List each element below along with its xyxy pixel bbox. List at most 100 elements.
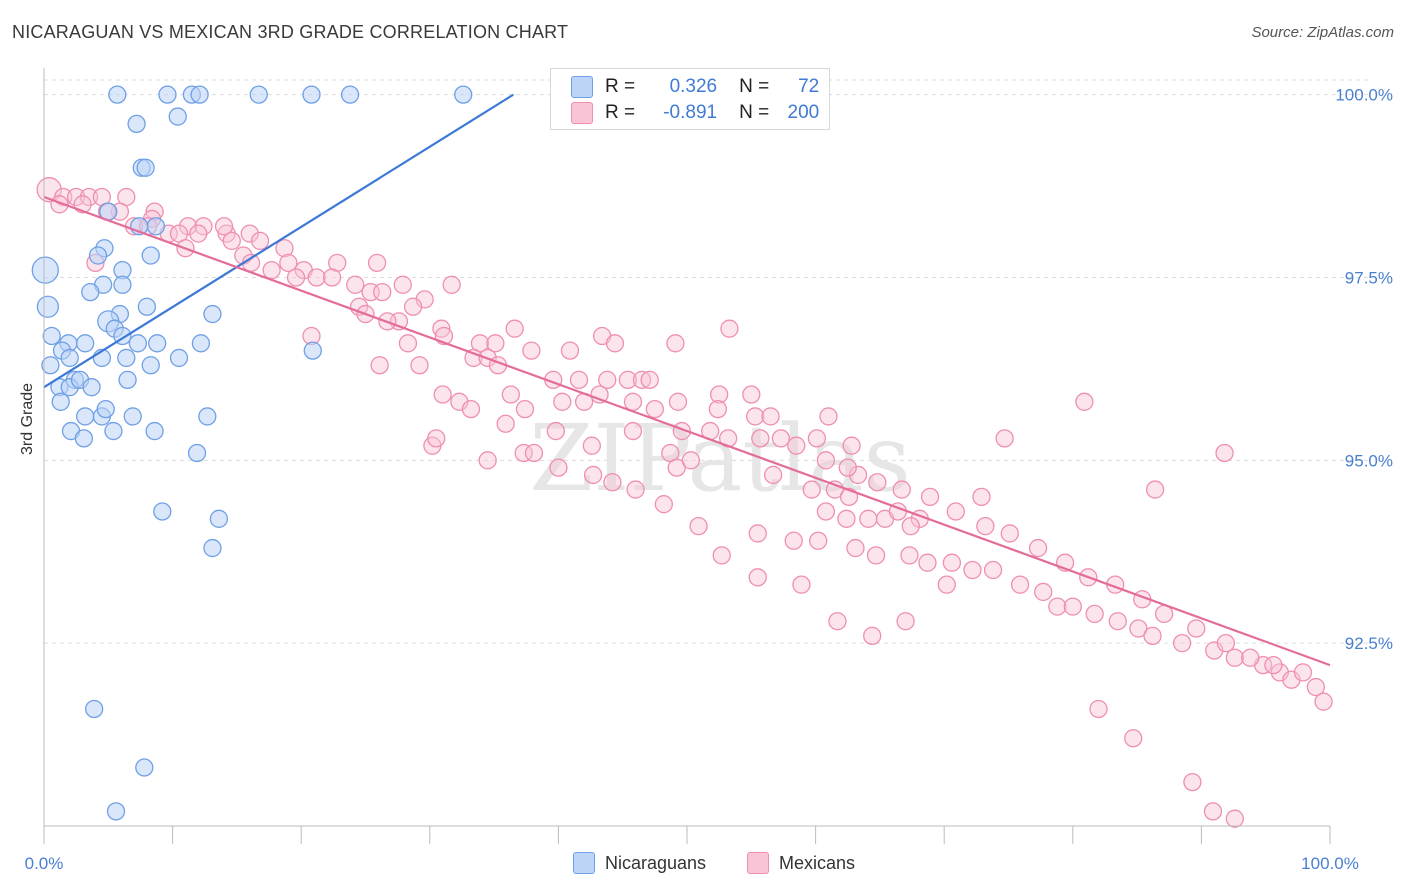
mexicans-point [1314,692,1333,711]
mexicans-point [764,465,783,485]
nicaraguans-point [127,114,146,134]
mexicans-point [410,356,429,375]
mexicans-point [946,502,965,521]
mexicans-point [668,392,688,411]
legend-item-nicaraguans[interactable]: Nicaraguans [573,852,706,874]
mexicans-point [1089,699,1108,719]
mexicans-point [322,268,342,287]
mexicans-point [1048,597,1067,616]
mexicans-point [972,487,991,507]
mexicans-point [1063,597,1082,616]
mexicans-point [478,451,497,470]
mexicans-point [807,429,827,448]
nicaraguans-point [169,348,189,368]
mexicans-point [1225,648,1244,667]
mexicans-point [742,385,761,404]
mexicans-point [367,253,387,272]
mexicans-point [505,319,524,338]
mexicans-point [1172,634,1192,653]
mexicans-point [689,516,708,536]
mexicans-point [515,399,535,419]
mexicans-point [710,385,729,404]
nicaraguans-point [31,256,59,284]
mexicans-swatch [747,852,769,874]
mexicans-point [560,341,580,360]
mexicans-point [250,231,270,251]
mexicans-point [983,560,1003,580]
mexicans-point [275,239,294,258]
mexicans-point [346,275,365,294]
mexicans-point [771,429,791,448]
mexicans-point [863,626,882,645]
y-tick-label: 97.5% [1345,268,1393,287]
nicaraguans-point [203,538,222,558]
nicaraguans-point [117,348,136,368]
nicaraguans-point [340,85,360,104]
mexicans-point [549,458,568,477]
nicaraguans-point [158,85,177,104]
mexicans-point [1293,663,1313,682]
nicaraguans-point [104,421,123,441]
nicaraguans-point [145,421,164,441]
mexicans-trend-line [43,195,1331,667]
mexicans-point [569,370,589,390]
nicaraguans-point [187,443,207,463]
nicaraguans-point [113,275,132,294]
mexicans-point [373,282,392,302]
mexicans-point [868,473,887,492]
n-label: N = [739,76,770,97]
x-tick-label: 0.0% [25,854,64,873]
mexicans-point [262,261,281,280]
mexicans-point [553,392,572,411]
mexicans-point [787,436,806,455]
mexicans-swatch [571,102,593,124]
mexicans-point [640,370,659,390]
mexicans-point [816,502,836,521]
mexicans-point [496,414,515,433]
mexicans-point [748,524,767,543]
mexicans-point [1028,538,1048,558]
nicaraguans-point [51,392,70,411]
r-label: R = [605,76,636,97]
nicaraguans-swatch [571,76,593,98]
nicaraguans-point [137,297,157,316]
mexicans-point [1215,443,1234,463]
x-tick-label: 100.0% [1301,854,1359,873]
axes: 100.0% 97.5% 95.0% 92.5% 0.0% 100.0% [25,68,1393,873]
nicaraguans-point [198,407,217,426]
nicaraguans-point [191,334,211,353]
mexicans-point [79,187,99,207]
y-tick-label: 95.0% [1345,451,1393,470]
nicaraguans-point [42,326,61,346]
n-value: 200 [787,102,820,123]
nicaraguans-point [96,399,115,419]
mexicans-point [708,399,728,419]
mexicans-point [1000,524,1019,543]
legend-item-mexicans[interactable]: Mexicans [747,852,855,874]
mexicans-point [842,436,861,455]
mexicans-point [748,568,767,587]
mexicans-point [370,356,389,375]
mexicans-point [623,392,643,411]
mexicans-points [36,177,1333,828]
mexicans-point [393,275,412,294]
grid [44,79,1370,644]
mexicans-point [901,516,920,536]
mexicans-point [442,275,461,294]
mexicans-point [828,612,847,631]
nicaraguans-point [60,348,79,368]
mexicans-point [937,575,956,594]
mexicans-point [892,480,911,499]
mexicans-point [942,553,962,572]
mexicans-point [645,399,664,419]
mexicans-point [605,334,625,353]
stats-legend: R = 0.326 N = 72 R = -0.891 N = 200 [550,68,830,130]
mexicans-point [761,407,780,426]
nicaraguans-point [454,85,473,104]
mexicans-point [1225,809,1244,828]
nicaraguans-point [249,85,268,104]
nicaraguans-trend-line [43,93,514,389]
nicaraguans-point [168,107,187,126]
nicaraguans-point [136,158,155,177]
